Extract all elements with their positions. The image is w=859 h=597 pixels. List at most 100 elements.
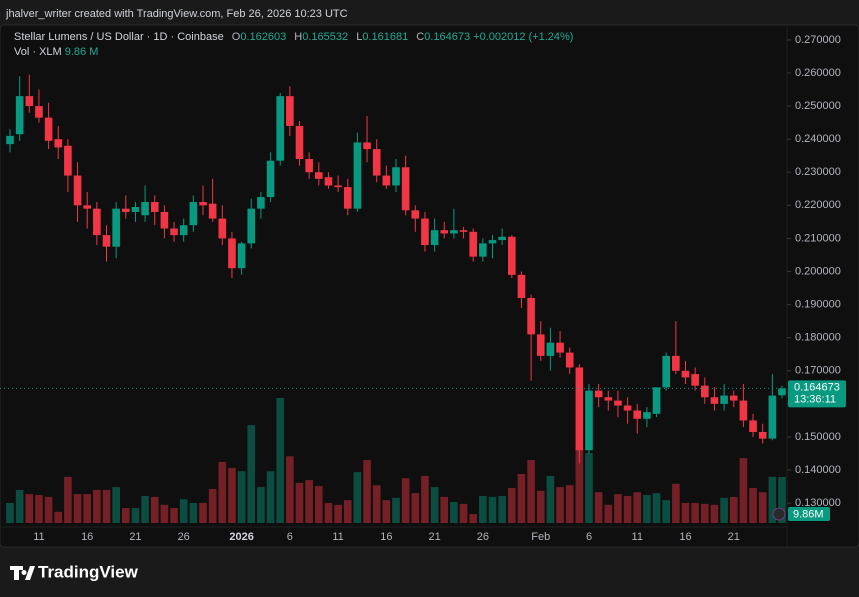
candle-body: [411, 210, 420, 219]
volume-bar: [247, 425, 256, 523]
volume-bar: [488, 496, 497, 523]
x-tick-label: 16: [679, 531, 691, 543]
volume-bar: [681, 502, 690, 523]
x-tick-label: 26: [178, 531, 190, 543]
volume-bar: [315, 486, 323, 523]
volume-bar: [672, 483, 680, 523]
candle-body: [237, 243, 246, 269]
y-tick-label: 0.200000: [795, 265, 841, 277]
volume-name: Vol · XLM: [14, 46, 62, 58]
volume-bar: [160, 504, 169, 523]
volume-bar: [257, 487, 265, 523]
y-tick-label: 0.230000: [795, 166, 841, 178]
volume-bar: [430, 487, 439, 523]
volume-bar: [575, 446, 584, 523]
volume-bar: [662, 500, 670, 523]
volume-value: 9.86 M: [64, 46, 99, 58]
candle-body: [652, 387, 661, 414]
candle-body: [778, 388, 786, 396]
candle-body: [276, 96, 284, 161]
volume-bar: [604, 504, 613, 523]
volume-bar: [729, 496, 738, 523]
volume-bar: [498, 495, 506, 523]
candle-body: [199, 202, 207, 206]
x-tick-label: 6: [287, 531, 293, 543]
candle-body: [421, 218, 429, 246]
x-tick-label: 21: [428, 531, 440, 543]
x-tick-label: 11: [33, 531, 44, 543]
candle-body: [614, 400, 622, 406]
volume-bar: [469, 514, 477, 523]
x-tick-label: 11: [632, 531, 643, 543]
volume-bar: [479, 495, 487, 523]
x-tick-label: 2026: [229, 531, 253, 543]
volume-bar: [266, 471, 275, 523]
candle-body: [73, 175, 82, 206]
candle-body: [189, 202, 198, 226]
volume-bar: [228, 467, 236, 523]
volume-tag-box: [788, 507, 830, 521]
candle-body: [257, 197, 265, 209]
volume-bar: [122, 508, 130, 523]
candle-body: [508, 236, 516, 275]
candle-body: [64, 145, 72, 176]
y-tick-label: 0.210000: [795, 232, 841, 244]
candle-body: [160, 211, 169, 229]
countdown-label: 13:36:11: [794, 393, 836, 405]
volume-legend: Vol · XLM 9.86 M: [14, 46, 98, 58]
y-tick-label: 0.140000: [795, 464, 841, 476]
y-tick-label: 0.240000: [795, 133, 841, 145]
y-tick-label: 0.220000: [795, 199, 841, 211]
candle-body: [247, 208, 256, 244]
candle-body: [343, 187, 352, 209]
y-tick-label: 0.260000: [795, 67, 841, 79]
candle-body: [334, 185, 342, 188]
volume-bar: [614, 494, 622, 523]
candle-body: [6, 135, 14, 145]
volume-bar: [778, 477, 786, 523]
candle-body: [170, 228, 178, 236]
ohlc-value: 0.162603: [240, 31, 287, 43]
x-tick-label: 21: [728, 531, 740, 543]
candle-body: [218, 218, 227, 239]
candle-body: [141, 202, 149, 216]
volume-bar: [411, 493, 420, 523]
volume-bar: [768, 476, 777, 523]
volume-bar: [343, 500, 352, 523]
candle-body: [710, 397, 719, 404]
candle-body: [691, 374, 699, 386]
candle-body: [527, 297, 535, 335]
volume-bar: [440, 496, 449, 523]
volume-bar: [141, 495, 149, 523]
volume-bar: [749, 488, 757, 523]
volume-bar: [93, 489, 101, 523]
x-tick-label: 11: [332, 531, 343, 543]
volume-tag-label: 9.86M: [793, 508, 824, 520]
candle-body: [720, 395, 728, 404]
candle-body: [372, 149, 381, 176]
candle-body: [266, 160, 275, 198]
candle-body: [83, 205, 91, 209]
x-tick-label: 26: [477, 531, 489, 543]
volume-bar: [199, 502, 207, 523]
candle-body: [498, 236, 506, 241]
candle-body: [749, 420, 757, 433]
candle-body: [25, 96, 34, 107]
ohlc-value: 0.161681: [362, 31, 409, 43]
y-tick-label: 0.170000: [795, 365, 841, 377]
volume-bar: [517, 474, 526, 523]
volume-bar: [286, 456, 294, 523]
ohlc-value: 0.164673: [424, 31, 471, 43]
candle-body: [488, 240, 497, 244]
last-price-label: 0.164673: [794, 381, 840, 393]
volume-bar: [305, 480, 313, 523]
candle-body: [150, 202, 159, 212]
ohlc-letter: H: [294, 31, 303, 43]
volume-bar: [527, 460, 535, 523]
volume-bar: [363, 460, 371, 523]
candle-body: [672, 355, 680, 371]
x-tick-label: 21: [129, 531, 141, 543]
candle-body: [286, 96, 294, 126]
volume-bar: [450, 502, 458, 523]
volume-bar: [73, 494, 82, 523]
